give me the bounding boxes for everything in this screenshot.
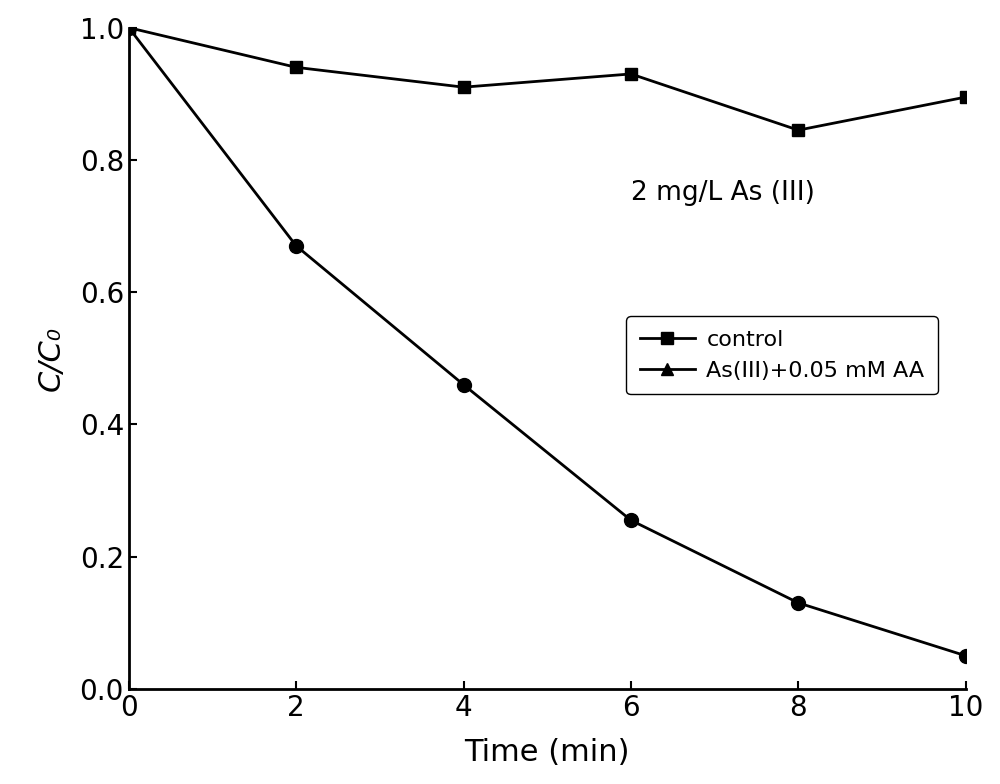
Text: 2 mg/L As (III): 2 mg/L As (III) bbox=[631, 180, 815, 206]
control bbox=[123, 23, 135, 32]
control bbox=[792, 125, 804, 135]
control bbox=[625, 69, 637, 78]
As(III)+0.05 mM AA bbox=[123, 23, 135, 32]
control bbox=[458, 82, 470, 92]
As(III)+0.05 mM AA bbox=[792, 598, 804, 608]
Legend: control, As(III)+0.05 mM AA: control, As(III)+0.05 mM AA bbox=[626, 317, 938, 394]
control bbox=[290, 63, 302, 72]
As(III)+0.05 mM AA bbox=[960, 651, 972, 660]
As(III)+0.05 mM AA bbox=[290, 241, 302, 251]
Line: As(III)+0.05 mM AA: As(III)+0.05 mM AA bbox=[122, 20, 973, 662]
Y-axis label: C/C₀: C/C₀ bbox=[37, 325, 66, 390]
control bbox=[960, 93, 972, 102]
Line: control: control bbox=[123, 21, 972, 136]
As(III)+0.05 mM AA bbox=[458, 380, 470, 390]
As(III)+0.05 mM AA bbox=[625, 516, 637, 525]
X-axis label: Time (min): Time (min) bbox=[464, 739, 630, 768]
